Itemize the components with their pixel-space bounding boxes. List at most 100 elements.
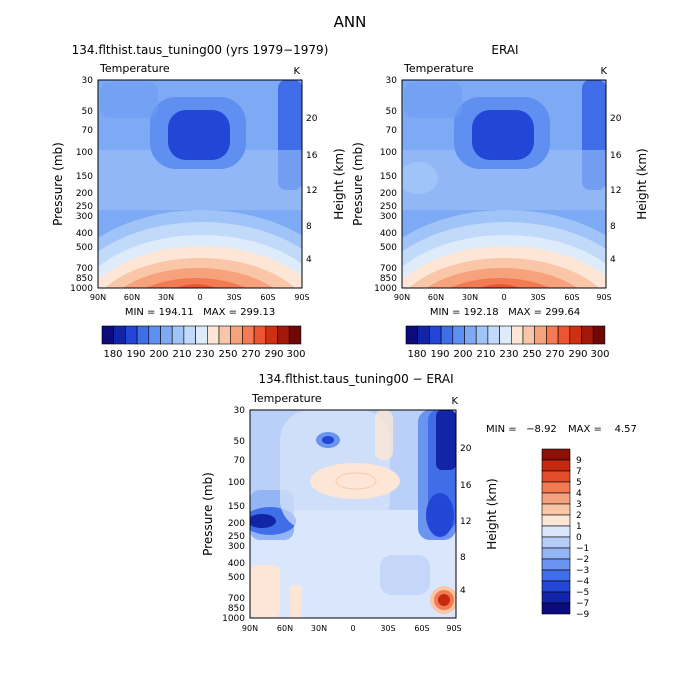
panel-diff-stats-max: MAX = 4.57 bbox=[568, 424, 637, 435]
panel-obs-xtick: 60N bbox=[428, 293, 444, 302]
panel-obs-cbar-swatch bbox=[522, 325, 535, 345]
panel-obs-cbar-label: 250 bbox=[522, 349, 541, 360]
panel-model-cbar-swatch bbox=[136, 325, 150, 345]
panel-model-xtick: 0 bbox=[197, 293, 202, 302]
panel-obs-cbar-swatch bbox=[499, 325, 512, 345]
panel-model-ytick: 1000 bbox=[70, 284, 93, 294]
panel-obs-cbar-swatch bbox=[440, 325, 454, 345]
panel-obs-colorbar-labels: 180 190 200 210 230 250 270 290 300 bbox=[407, 349, 609, 360]
panel-model-cbar-swatch bbox=[253, 325, 267, 345]
panel-obs-ytick-right: 12 bbox=[610, 186, 621, 196]
panel-diff-cbar-label: 9 bbox=[576, 456, 582, 466]
panel-diff-x-axis: 90N 60N 30N 0 30S 60S 90S bbox=[242, 624, 462, 633]
panel-obs-cbar-label: 200 bbox=[453, 349, 472, 360]
panel-model-xtick: 60S bbox=[260, 293, 275, 302]
panel-obs-xtick: 90S bbox=[596, 293, 611, 302]
panel-obs-cbar-label: 290 bbox=[568, 349, 587, 360]
panel-model-cbar-swatch bbox=[101, 325, 114, 345]
panel-obs-xtick: 30S bbox=[530, 293, 545, 302]
panel-obs-cbar-swatch bbox=[569, 325, 582, 345]
panel-diff-cbar-swatch bbox=[541, 547, 571, 560]
panel-diff-cbar-swatch bbox=[541, 470, 571, 483]
panel-obs-ylabel-right: Height (km) bbox=[635, 148, 649, 219]
panel-model-cbar-swatch bbox=[230, 325, 243, 345]
panel-model-ytick: 150 bbox=[76, 172, 93, 182]
panel-diff-cbar-label: −3 bbox=[576, 566, 589, 576]
panel-diff-ytick: 400 bbox=[228, 559, 245, 569]
panel-model-cbar-swatch bbox=[277, 325, 290, 345]
panel-obs: ERAI Temperature K Pressure (mb) 30 50 bbox=[351, 43, 649, 360]
panel-model-y-axis: Pressure (mb) 30 50 70 100 150 200 250 3… bbox=[51, 76, 93, 294]
panel-model-ytick: 50 bbox=[82, 107, 94, 117]
panel-obs-cbar-swatch bbox=[464, 325, 477, 345]
panel-diff-y-axis: Pressure (mb) 30 50 70 100 150 200 250 3… bbox=[201, 406, 245, 624]
panel-model-cbar-label: 290 bbox=[264, 349, 283, 360]
panel-diff-cbar-label: 5 bbox=[576, 478, 582, 488]
panel-diff-ytick-right: 8 bbox=[460, 553, 466, 563]
panel-obs-ytick: 200 bbox=[380, 189, 397, 199]
panel-diff-cbar-label: 3 bbox=[576, 500, 582, 510]
panel-obs-cbar-swatch bbox=[546, 325, 559, 345]
panel-diff-xtick: 90S bbox=[446, 624, 461, 633]
panel-obs-ytick-right: 16 bbox=[610, 151, 622, 161]
panel-diff-xtick: 0 bbox=[350, 624, 355, 633]
panel-diff-cbar-label: 0 bbox=[576, 533, 582, 543]
panel-obs-contours bbox=[402, 80, 606, 288]
panel-diff-ytick: 100 bbox=[228, 478, 245, 488]
panel-diff-cbar-swatch bbox=[541, 536, 571, 549]
panel-diff-cbar-swatch bbox=[541, 448, 571, 461]
panel-diff-cbar-label: −2 bbox=[576, 555, 589, 565]
panel-model-ytick-right: 20 bbox=[306, 114, 318, 124]
panel-model-title: 134.flthist.taus_tuning00 (yrs 1979−1979… bbox=[72, 43, 329, 57]
panel-obs-cbar-swatch bbox=[534, 325, 547, 345]
panel-diff-frame bbox=[249, 409, 457, 619]
panel-obs-stats: MIN = 192.18 MAX = 299.64 bbox=[430, 307, 580, 318]
panel-model-ytick-right: 16 bbox=[306, 151, 318, 161]
panel-obs-ytick: 50 bbox=[386, 107, 398, 117]
panel-model-ytick: 30 bbox=[82, 76, 94, 86]
panel-diff-xtick: 30N bbox=[311, 624, 327, 633]
panel-model-cbar-label: 250 bbox=[218, 349, 237, 360]
panel-model-cbar-label: 210 bbox=[172, 349, 191, 360]
panel-diff-cbar-swatch bbox=[541, 591, 571, 604]
panel-obs-cbar-swatch bbox=[487, 325, 500, 345]
panel-obs-ytick: 70 bbox=[386, 126, 398, 136]
panel-diff-cbar-swatch bbox=[541, 492, 571, 505]
panel-obs-cbar-swatch bbox=[510, 325, 524, 345]
panel-obs-cbar-swatch bbox=[417, 325, 430, 345]
panel-model-cbar-label: 180 bbox=[103, 349, 122, 360]
panel-model-cbar-swatch bbox=[171, 325, 185, 345]
panel-obs-ytick: 150 bbox=[380, 172, 397, 182]
panel-diff-ytick: 850 bbox=[228, 604, 245, 614]
panel-model-ytick-right: 8 bbox=[306, 222, 312, 232]
panel-model-ytick: 700 bbox=[76, 264, 93, 274]
panel-obs-y-axis: Pressure (mb) 30 50 70 100 150 200 250 3… bbox=[351, 76, 397, 294]
panel-diff-cbar-label: 7 bbox=[576, 467, 582, 477]
panel-model-ylabel: Pressure (mb) bbox=[51, 142, 65, 226]
panel-diff-cbar-swatch bbox=[541, 481, 571, 494]
panel-obs-ytick-right: 20 bbox=[610, 114, 622, 124]
panel-diff-xtick: 60S bbox=[414, 624, 429, 633]
panel-obs-cbar-swatch bbox=[405, 325, 418, 345]
panel-diff-contours bbox=[250, 410, 456, 618]
panel-obs-xtick: 60S bbox=[564, 293, 579, 302]
panel-diff-ytick-right: 16 bbox=[460, 481, 472, 491]
panel-diff-ytick: 30 bbox=[234, 406, 246, 416]
panel-model-ytick-right: 12 bbox=[306, 186, 317, 196]
panel-model-colorbar-labels: 180 190 200 210 230 250 270 290 300 bbox=[103, 349, 305, 360]
panel-obs-ytick: 100 bbox=[380, 148, 397, 158]
panel-diff-cbar-swatch bbox=[541, 503, 571, 516]
panel-obs-xtick: 90N bbox=[394, 293, 410, 302]
panel-diff-cbar-label: −4 bbox=[576, 577, 590, 587]
panel-model-ytick: 500 bbox=[76, 243, 93, 253]
panel-diff-field: Temperature bbox=[251, 392, 322, 405]
panel-model-cbar-label: 270 bbox=[241, 349, 260, 360]
panel-diff-units: K bbox=[451, 396, 458, 407]
panel-model-x-axis: 90N 60N 30N 0 30S 60S 90S bbox=[90, 293, 310, 302]
panel-diff-xtick: 60N bbox=[277, 624, 293, 633]
panel-model-frame bbox=[97, 79, 303, 289]
panel-diff-ytick: 1000 bbox=[222, 614, 245, 624]
panel-diff-ytick-right: 12 bbox=[460, 517, 471, 527]
panel-model-cbar-swatch bbox=[242, 325, 255, 345]
